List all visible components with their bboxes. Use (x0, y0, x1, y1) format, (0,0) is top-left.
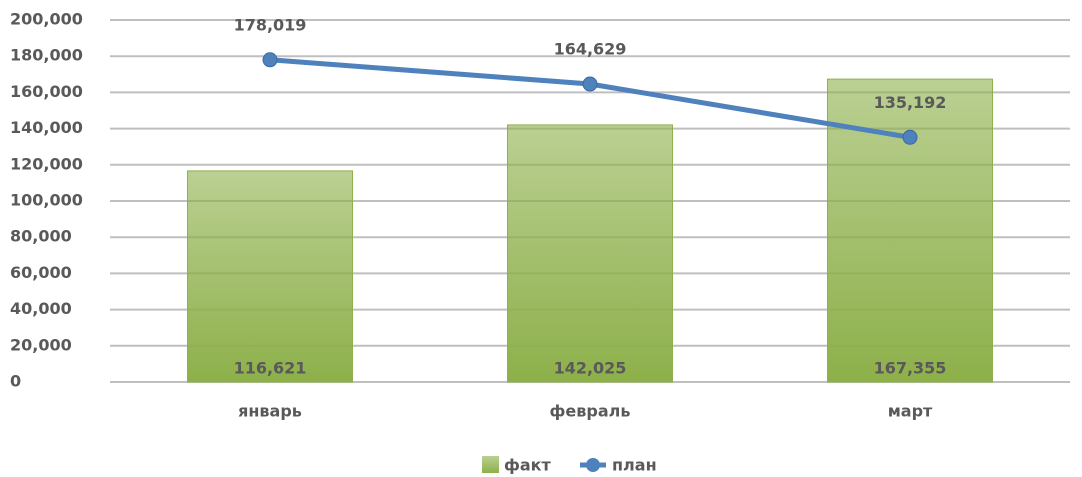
legend-swatch (482, 456, 499, 473)
x-tick-label: март (888, 402, 933, 421)
y-tick-label: 140,000 (10, 118, 83, 137)
data-label: 164,629 (554, 40, 627, 59)
bar (507, 124, 673, 383)
x-tick-label: январь (238, 402, 302, 421)
data-label: 178,019 (234, 15, 307, 34)
y-tick-label: 200,000 (10, 10, 83, 29)
bar (827, 78, 993, 383)
data-label: 135,192 (874, 93, 947, 112)
data-label: 142,025 (554, 359, 627, 378)
legend-label: факт (504, 456, 552, 475)
data-label: 167,355 (874, 359, 947, 378)
legend-label: план (612, 456, 657, 475)
y-tick-label: 120,000 (10, 154, 83, 173)
y-tick-label: 160,000 (10, 82, 83, 101)
marker (262, 52, 278, 68)
y-tick-label: 80,000 (10, 227, 72, 246)
y-tick-label: 40,000 (10, 299, 72, 318)
y-tick-label: 100,000 (10, 191, 83, 210)
y-tick-label: 180,000 (10, 46, 83, 65)
y-tick-label: 20,000 (10, 335, 72, 354)
data-label: 116,621 (234, 359, 307, 378)
x-tick-label: февраль (550, 402, 631, 421)
y-tick-label: 0 (10, 372, 21, 391)
y-tick-label: 60,000 (10, 263, 72, 282)
bar (187, 170, 353, 383)
legend-marker (586, 458, 600, 472)
marker (902, 129, 918, 145)
marker (582, 76, 598, 92)
